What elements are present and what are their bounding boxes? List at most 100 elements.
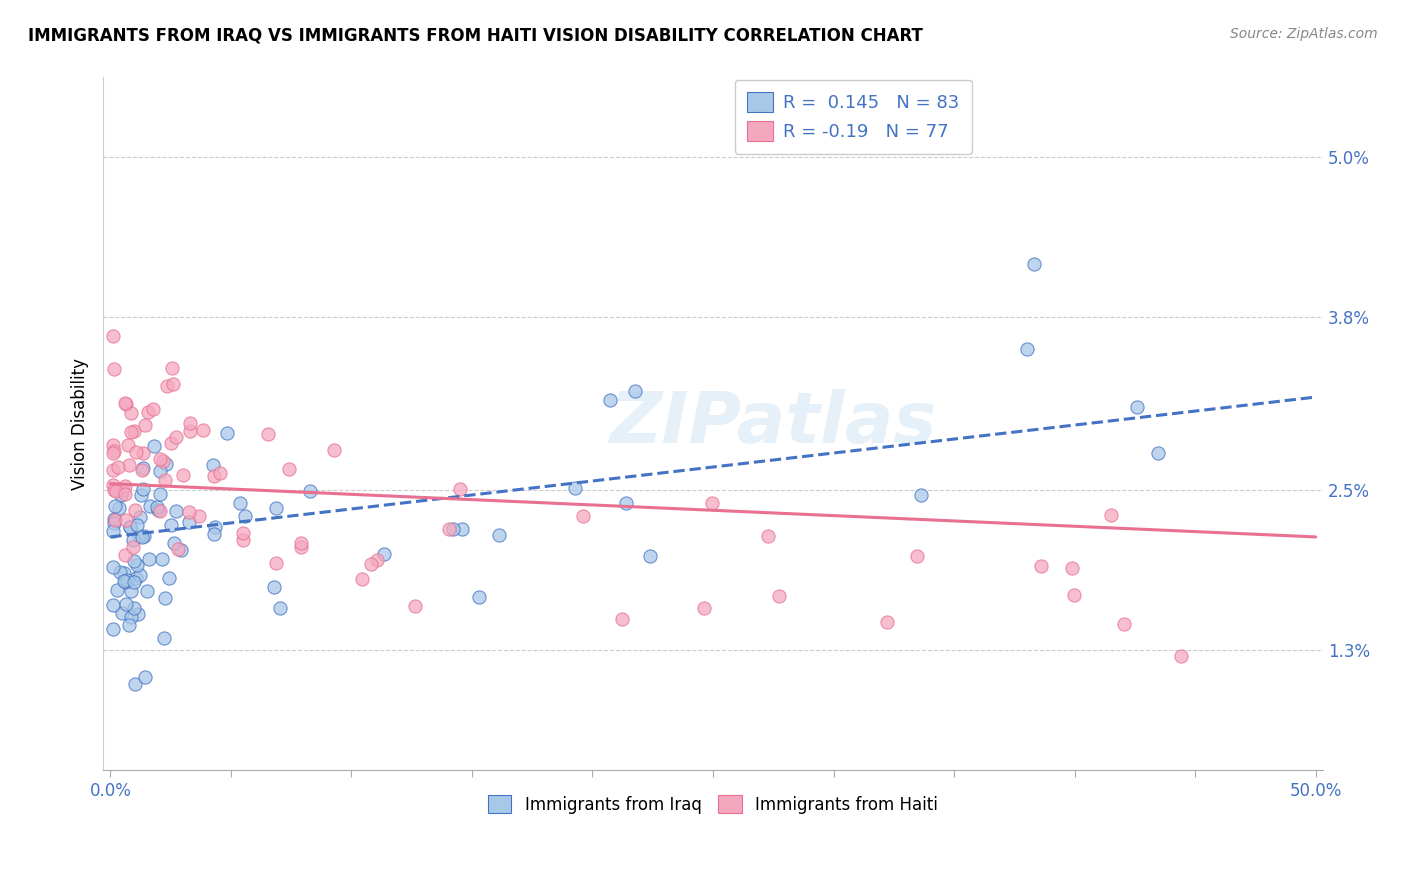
- Point: [125, 558, 148, 573]
- Point: [138, 552, 160, 566]
- Legend: Immigrants from Iraq, Immigrants from Haiti: Immigrants from Iraq, Immigrants from Ha…: [478, 785, 948, 824]
- Point: [115, 397, 138, 411]
- Point: [614, 495, 637, 509]
- Point: [571, 508, 593, 523]
- Point: [352, 572, 374, 586]
- Point: [156, 379, 179, 393]
- Point: [122, 601, 145, 615]
- Point: [117, 438, 139, 452]
- Text: IMMIGRANTS FROM IRAQ VS IMMIGRANTS FROM HAITI VISION DISABILITY CORRELATION CHAR: IMMIGRANTS FROM IRAQ VS IMMIGRANTS FROM …: [28, 27, 922, 45]
- Point: [120, 584, 142, 599]
- Y-axis label: Vision Disability: Vision Disability: [72, 358, 89, 490]
- Point: [120, 425, 142, 439]
- Point: [122, 533, 145, 547]
- Point: [104, 484, 127, 499]
- Point: [146, 500, 169, 515]
- Point: [162, 377, 184, 392]
- Point: [191, 424, 214, 438]
- Point: [114, 513, 136, 527]
- Point: [148, 503, 170, 517]
- Point: [114, 575, 136, 590]
- Point: [125, 518, 148, 533]
- Point: [124, 445, 146, 459]
- Point: [136, 405, 159, 419]
- Point: [160, 360, 183, 375]
- Point: [114, 548, 136, 562]
- Point: [110, 566, 132, 580]
- Point: [134, 418, 156, 433]
- Point: [124, 554, 146, 568]
- Point: [129, 509, 152, 524]
- Point: [103, 524, 125, 538]
- Point: [177, 505, 200, 519]
- Point: [404, 599, 426, 614]
- Point: [131, 530, 153, 544]
- Point: [114, 479, 136, 493]
- Point: [290, 535, 312, 549]
- Point: [131, 463, 153, 477]
- Point: [103, 483, 125, 497]
- Point: [1112, 616, 1135, 631]
- Point: [139, 500, 162, 514]
- Point: [232, 533, 254, 548]
- Point: [148, 452, 170, 467]
- Point: [451, 522, 474, 536]
- Point: [756, 529, 779, 543]
- Point: [141, 402, 163, 417]
- Point: [101, 463, 124, 477]
- Point: [101, 559, 124, 574]
- Point: [264, 500, 287, 515]
- Point: [1024, 256, 1046, 270]
- Point: [108, 501, 131, 516]
- Point: [101, 328, 124, 343]
- Point: [768, 589, 790, 603]
- Point: [143, 439, 166, 453]
- Point: [155, 591, 177, 606]
- Point: [188, 508, 211, 523]
- Point: [202, 469, 225, 483]
- Point: [360, 558, 382, 572]
- Point: [112, 574, 135, 589]
- Point: [488, 528, 510, 542]
- Point: [128, 529, 150, 543]
- Point: [112, 566, 135, 581]
- Point: [101, 446, 124, 460]
- Point: [107, 459, 129, 474]
- Point: [103, 499, 125, 513]
- Point: [127, 607, 149, 621]
- Point: [366, 552, 388, 566]
- Point: [264, 556, 287, 570]
- Point: [153, 632, 176, 646]
- Point: [269, 601, 291, 615]
- Point: [638, 549, 661, 563]
- Point: [1101, 508, 1123, 522]
- Point: [111, 606, 134, 620]
- Point: [610, 612, 633, 626]
- Point: [439, 523, 461, 537]
- Point: [101, 598, 124, 612]
- Point: [229, 496, 252, 510]
- Point: [101, 622, 124, 636]
- Point: [101, 478, 124, 492]
- Point: [322, 443, 344, 458]
- Point: [128, 568, 150, 582]
- Point: [149, 504, 172, 518]
- Point: [152, 453, 174, 467]
- Text: Source: ZipAtlas.com: Source: ZipAtlas.com: [1230, 27, 1378, 41]
- Point: [1029, 558, 1052, 573]
- Point: [129, 488, 152, 502]
- Point: [149, 464, 172, 478]
- Point: [876, 615, 898, 630]
- Point: [700, 496, 723, 510]
- Point: [624, 384, 647, 398]
- Point: [907, 549, 929, 563]
- Point: [290, 540, 312, 554]
- Point: [118, 458, 141, 472]
- Point: [167, 541, 190, 556]
- Point: [564, 481, 586, 495]
- Point: [120, 519, 142, 533]
- Point: [204, 527, 226, 541]
- Point: [134, 670, 156, 684]
- Point: [153, 473, 176, 487]
- Point: [103, 512, 125, 526]
